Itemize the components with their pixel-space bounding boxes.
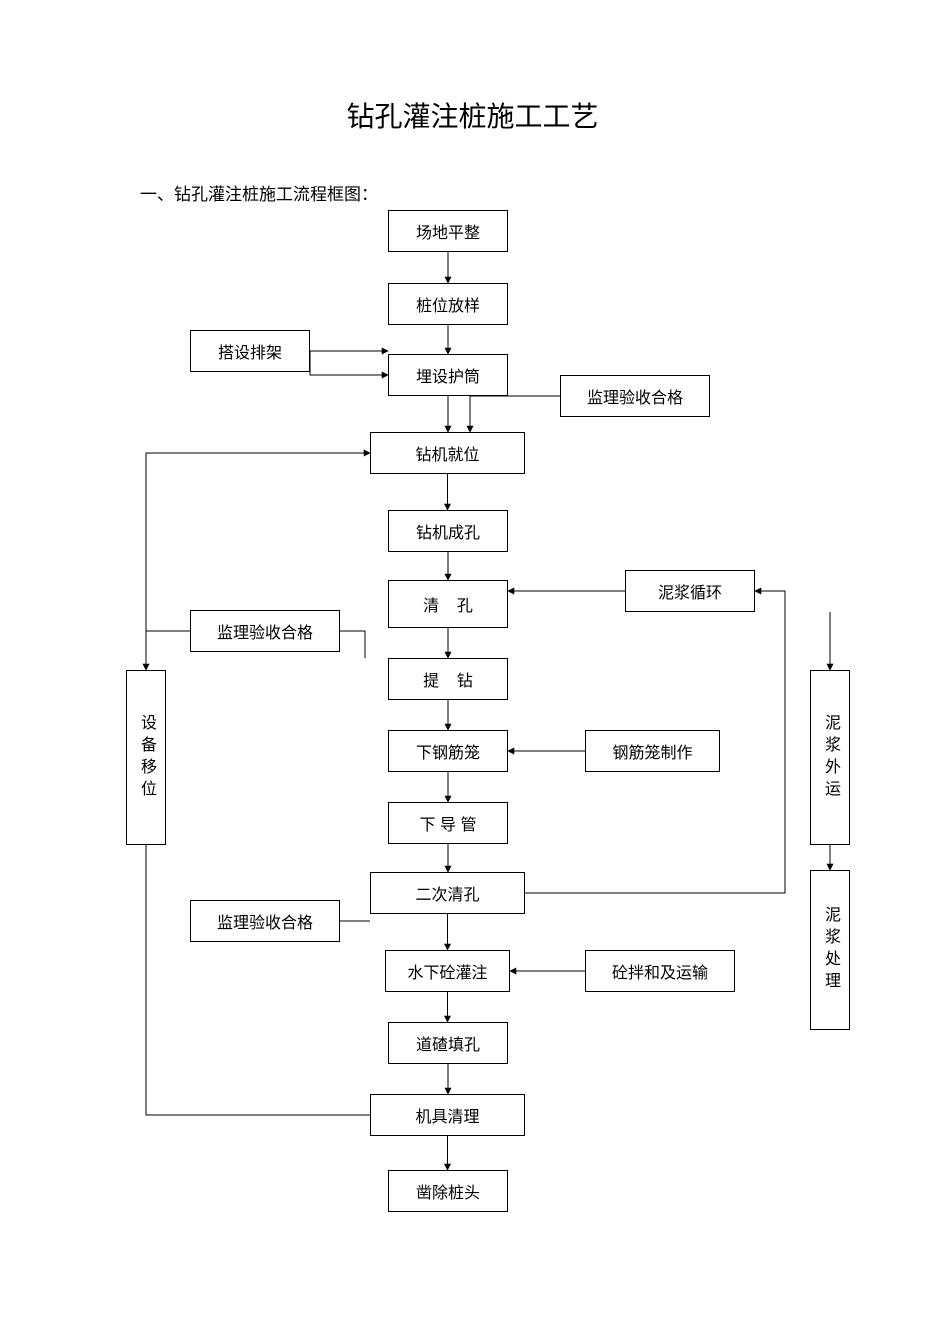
flowchart-node-v3: 泥浆处理 bbox=[810, 870, 850, 1030]
flowchart-node-s5: 钢筋笼制作 bbox=[585, 730, 720, 772]
flowchart-node-n4: 钻机就位 bbox=[370, 432, 525, 474]
flowchart-node-n13: 机具清理 bbox=[370, 1094, 525, 1136]
flowchart-node-s4: 监理验收合格 bbox=[190, 610, 340, 652]
flowchart-node-n1: 场地平整 bbox=[388, 210, 508, 252]
flowchart-node-n9: 下 导 管 bbox=[388, 802, 508, 844]
flowchart-node-n3: 埋设护筒 bbox=[388, 354, 508, 396]
flowchart-node-n2: 桩位放样 bbox=[388, 283, 508, 325]
flowchart-node-s2: 监理验收合格 bbox=[560, 375, 710, 417]
flowchart-node-n14: 凿除桩头 bbox=[388, 1170, 508, 1212]
flowchart-node-n7: 提 钻 bbox=[388, 658, 508, 700]
flowchart-node-n6: 清 孔 bbox=[388, 580, 508, 628]
flowchart-node-n5: 钻机成孔 bbox=[388, 510, 508, 552]
flowchart-node-s3: 泥浆循环 bbox=[625, 570, 755, 612]
flowchart-node-n10: 二次清孔 bbox=[370, 872, 525, 914]
section-heading: 一、钻孔灌注桩施工流程框图： bbox=[140, 180, 378, 205]
flowchart-node-s7: 砼拌和及运输 bbox=[585, 950, 735, 992]
flowchart-node-s6: 监理验收合格 bbox=[190, 900, 340, 942]
flowchart-node-n11: 水下砼灌注 bbox=[385, 950, 510, 992]
flowchart-node-s1: 搭设排架 bbox=[190, 330, 310, 372]
page-title: 钻孔灌注桩施工工艺 bbox=[0, 95, 945, 135]
flowchart-node-n8: 下钢筋笼 bbox=[388, 730, 508, 772]
flowchart-node-v2: 泥浆外运 bbox=[810, 670, 850, 845]
flowchart-node-n12: 道碴填孔 bbox=[388, 1022, 508, 1064]
flowchart-node-v1: 设备移位 bbox=[126, 670, 166, 845]
page-root: 钻孔灌注桩施工工艺 一、钻孔灌注桩施工流程框图： 场地平整桩位放样埋设护筒钻机就… bbox=[0, 0, 945, 1337]
